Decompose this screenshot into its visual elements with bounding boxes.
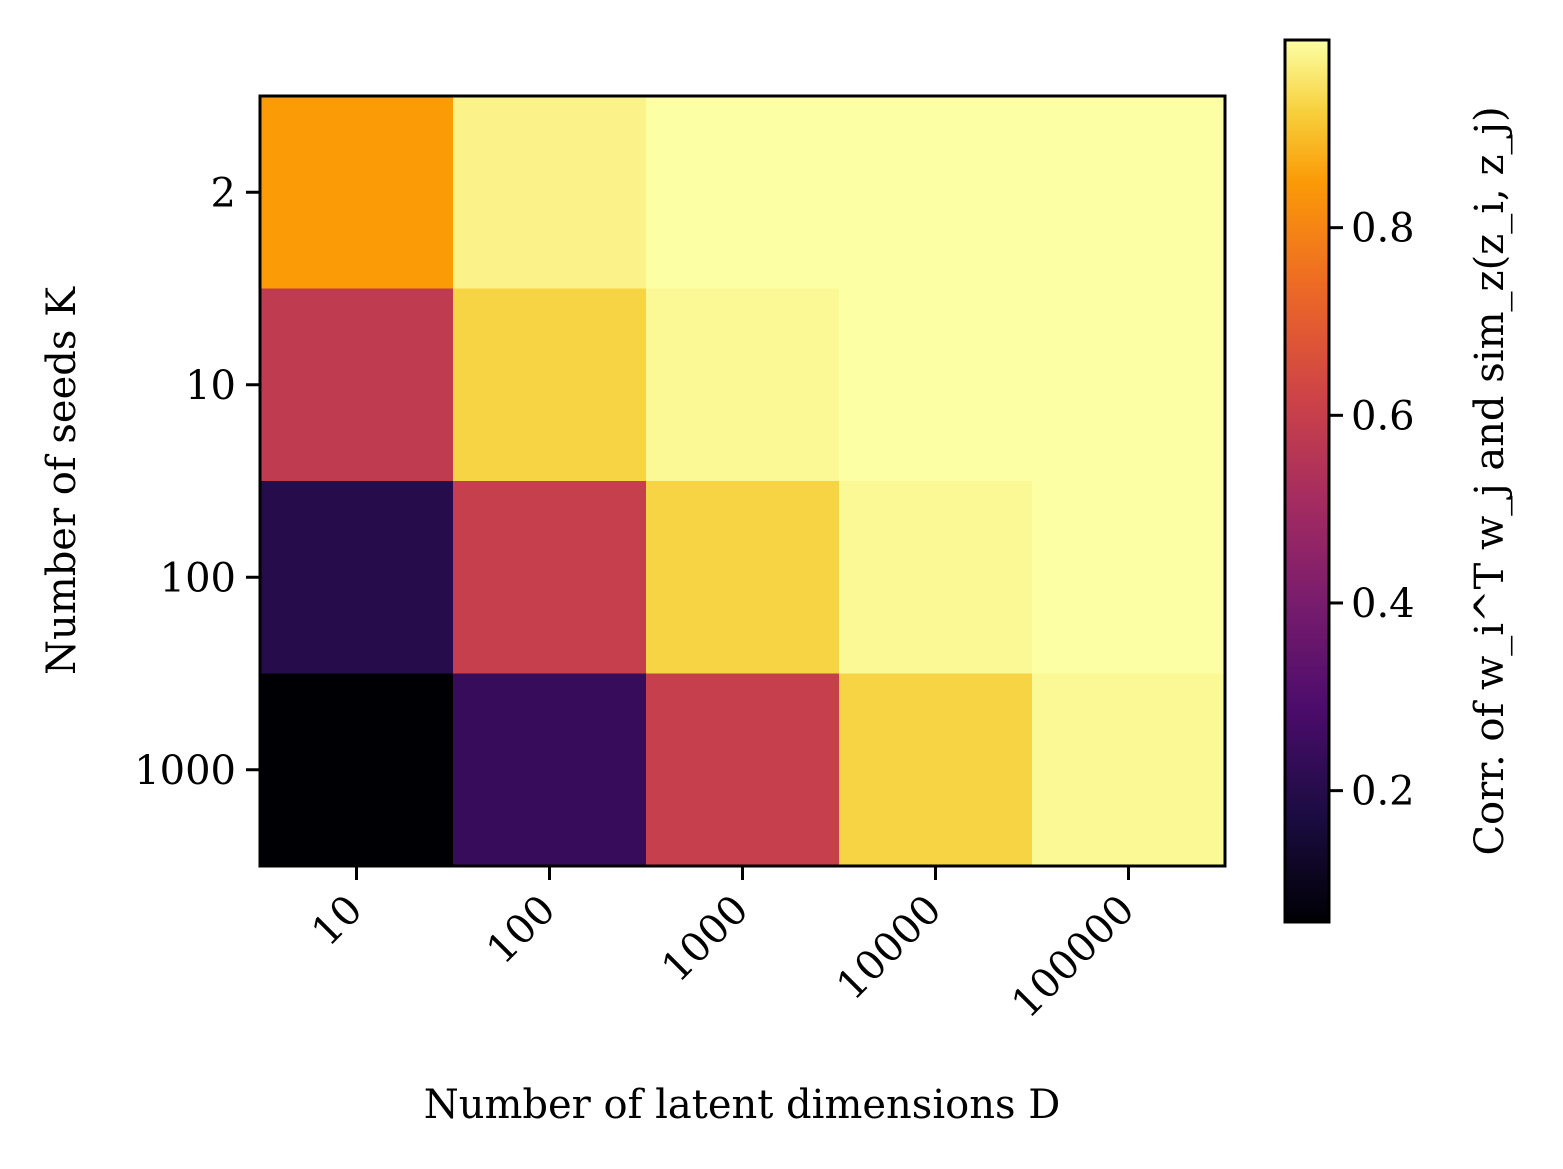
- heatmap-cell: [646, 288, 840, 482]
- heatmap-cell: [646, 96, 840, 289]
- heatmap-cell: [1032, 481, 1226, 674]
- heatmap-cell: [453, 481, 647, 674]
- x-tick-label: 100000: [1003, 887, 1144, 1028]
- heatmap-cell: [646, 481, 840, 674]
- heatmap-cell: [260, 481, 454, 674]
- heatmap-cell: [1032, 673, 1226, 867]
- y-axis-ticks: 2 10 100 1000: [134, 170, 260, 794]
- x-tick-label: 10000: [828, 887, 951, 1010]
- heatmap-cell: [839, 96, 1033, 289]
- heatmap-cell: [453, 288, 647, 482]
- y-tick-label: 2: [211, 170, 236, 216]
- heatmap-cell: [260, 673, 454, 867]
- heatmap-cell: [1032, 96, 1226, 289]
- colorbar-ticks: 0.2 0.4 0.6 0.8: [1329, 206, 1415, 815]
- heatmap-cell: [453, 673, 647, 867]
- colorbar-tick-label: 0.4: [1351, 581, 1415, 627]
- heatmap-cell: [1032, 288, 1226, 482]
- heatmap-cell: [260, 96, 454, 289]
- heatmap-cell: [260, 288, 454, 482]
- heatmap-cell: [839, 481, 1033, 674]
- x-axis-label: Number of latent dimensions D: [424, 1082, 1061, 1128]
- x-tick-label: 10: [303, 887, 372, 956]
- colorbar: [1283, 38, 1331, 924]
- heatmap-cells: [260, 96, 1226, 867]
- heatmap-cell: [839, 673, 1033, 867]
- y-tick-label: 100: [160, 555, 236, 601]
- y-axis-label: Number of seeds K: [39, 286, 85, 675]
- colorbar-label: Corr. of w_i^T w_j and sim_z(z_i, z_j): [1467, 106, 1513, 855]
- x-tick-label: 100: [478, 887, 565, 974]
- colorbar-tick-label: 0.2: [1351, 769, 1415, 815]
- colorbar-tick-label: 0.6: [1351, 393, 1415, 439]
- heatmap-cell: [646, 673, 840, 867]
- x-axis-ticks: 10 100 1000 10000 100000: [303, 866, 1144, 1027]
- y-tick-label: 10: [185, 363, 236, 409]
- heatmap-cell: [839, 288, 1033, 482]
- x-tick-label: 1000: [653, 887, 758, 992]
- heatmap-cell: [453, 96, 647, 289]
- colorbar-tick-label: 0.8: [1351, 206, 1415, 252]
- y-tick-label: 1000: [134, 748, 236, 794]
